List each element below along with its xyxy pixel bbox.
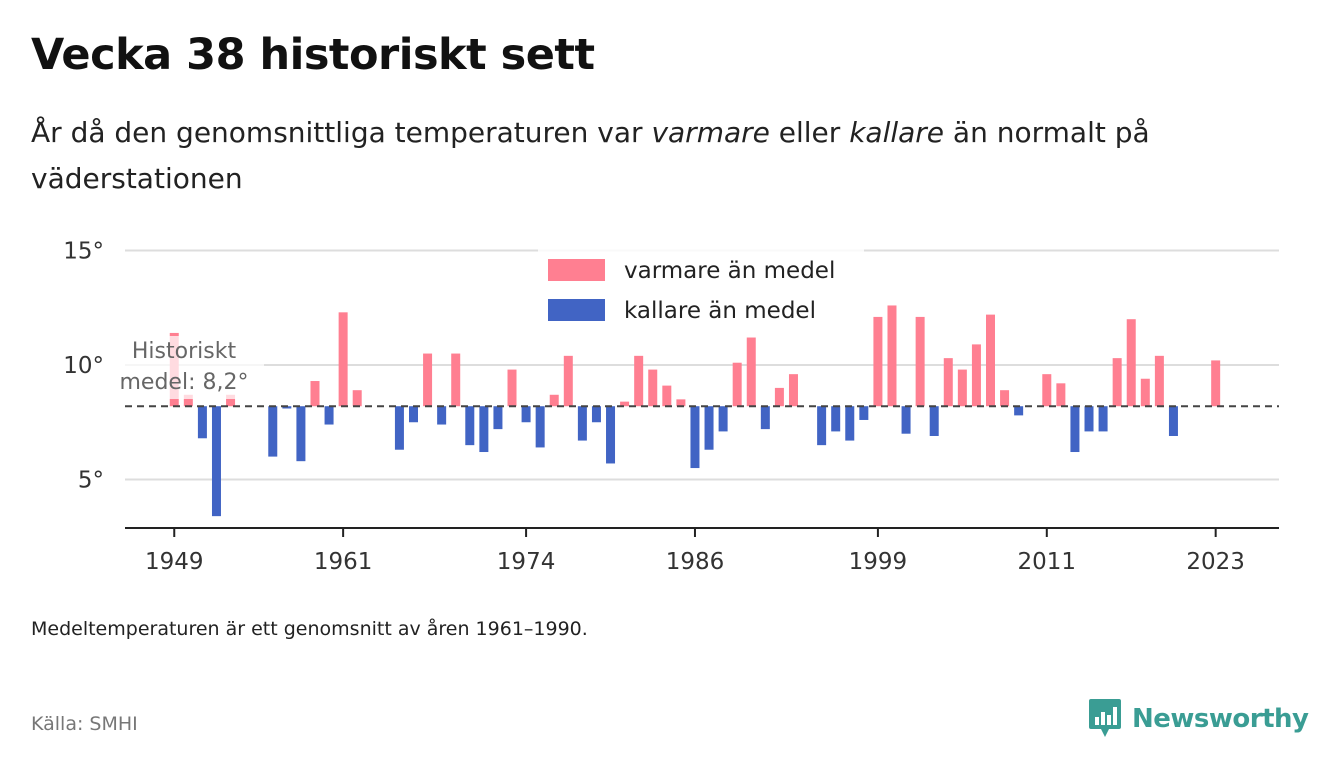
- bar-cold: [929, 406, 939, 436]
- bar-warm: [1056, 383, 1066, 407]
- footnote: Medeltemperaturen är ett genomsnitt av å…: [31, 618, 588, 640]
- brand-name: Newsworthy: [1132, 704, 1309, 734]
- bar-warm: [873, 316, 883, 407]
- bar-warm: [971, 344, 981, 407]
- baseline-label-line-1: Historiskt: [132, 339, 237, 364]
- bar-cold: [606, 406, 616, 464]
- source-label: Källa: SMHI: [31, 713, 138, 735]
- x-tick-label: 2023: [1186, 549, 1245, 575]
- bar-warm: [338, 312, 348, 407]
- bars: [169, 305, 1221, 517]
- bar-warm: [226, 394, 236, 407]
- bar-cold: [409, 406, 418, 423]
- bar-cold: [577, 406, 587, 441]
- y-tick-label: 5°: [78, 468, 104, 494]
- bar-cold: [831, 406, 841, 432]
- bar-warm: [549, 394, 559, 407]
- bar-cold: [479, 406, 489, 453]
- bar-cold: [817, 406, 827, 446]
- baseline-label-bg: [104, 336, 264, 399]
- x-tick-label: 1986: [666, 549, 725, 575]
- bar-warm: [774, 387, 784, 407]
- bar-cold: [690, 406, 700, 469]
- bar-cold: [845, 406, 855, 441]
- bar-cold: [718, 406, 728, 432]
- bar-cold: [437, 406, 447, 425]
- axes: 5° 10° 15° Historiskt medel: 8,2° 1949 1961 197…: [63, 239, 1279, 575]
- bar-warm: [1042, 374, 1052, 407]
- bar-cold: [296, 406, 306, 462]
- bar-cold: [1084, 406, 1094, 432]
- subtitle-warm-word: varmare: [651, 116, 770, 149]
- newsworthy-logo-icon: [1089, 699, 1121, 737]
- bar-warm: [662, 385, 672, 407]
- legend: varmare än medel kallare än medel: [538, 244, 864, 330]
- bar-warm: [507, 369, 517, 407]
- page-title: Vecka 38 historiskt sett: [31, 30, 595, 80]
- bar-warm: [943, 358, 953, 407]
- bar-warm: [1112, 358, 1122, 407]
- bar-warm: [451, 353, 461, 407]
- bar-warm: [915, 316, 925, 407]
- bar-warm: [788, 374, 798, 407]
- legend-swatch-warm: [548, 259, 605, 281]
- bar-cold: [859, 406, 869, 420]
- bar-cold: [1070, 406, 1080, 453]
- x-tick-label: 1949: [145, 549, 204, 575]
- temperature-bar-chart: 5° 10° 15° Historiskt medel: 8,2° 1949 1961 197…: [63, 239, 1279, 575]
- bar-cold: [760, 406, 770, 430]
- bar-cold: [197, 406, 207, 439]
- bar-cold: [324, 406, 334, 425]
- baseline-label-line-2: medel: 8,2°: [120, 370, 249, 395]
- x-tick-label: 1999: [849, 549, 908, 575]
- bar-warm: [1211, 360, 1221, 407]
- bar-cold: [704, 406, 714, 450]
- bar-cold: [1168, 406, 1178, 436]
- bar-cold: [268, 406, 278, 457]
- x-tick-label: 1974: [497, 549, 556, 575]
- legend-label-warm: varmare än medel: [624, 258, 835, 284]
- x-tick-label: 2011: [1018, 549, 1077, 575]
- bar-warm: [310, 381, 320, 407]
- subtitle-cold-word: kallare: [849, 116, 945, 149]
- y-tick-label: 15°: [63, 239, 104, 265]
- bar-warm: [634, 355, 644, 407]
- bar-warm: [957, 369, 967, 407]
- bar-warm: [1154, 355, 1164, 407]
- bar-warm: [732, 362, 742, 407]
- bar-warm: [1000, 390, 1010, 407]
- bar-warm: [620, 401, 630, 407]
- bar-warm: [648, 369, 658, 407]
- bar-cold: [901, 406, 911, 434]
- bar-cold: [535, 406, 545, 448]
- bar-cold: [521, 406, 531, 423]
- legend-swatch-cold: [548, 299, 605, 321]
- bar-warm: [887, 305, 897, 407]
- bar-warm: [183, 394, 193, 407]
- bar-cold: [493, 406, 503, 430]
- bar-cold: [211, 406, 221, 517]
- bar-warm: [1126, 319, 1136, 407]
- subtitle-text-2: eller: [769, 116, 850, 149]
- bar-warm: [563, 355, 573, 407]
- bar-cold: [591, 406, 601, 423]
- legend-label-cold: kallare än medel: [624, 298, 816, 324]
- x-tick-label: 1961: [314, 549, 373, 575]
- brand-logo[interactable]: Newsworthy: [1088, 697, 1309, 741]
- bar-warm: [352, 390, 362, 407]
- bar-warm: [746, 337, 756, 407]
- bar-warm: [1140, 378, 1150, 407]
- subtitle: År då den genomsnittliga temperaturen va…: [31, 110, 1291, 202]
- subtitle-text-1: År då den genomsnittliga temperaturen va…: [31, 116, 652, 149]
- bar-cold: [465, 406, 475, 446]
- bar-warm: [423, 353, 433, 407]
- bar-cold: [282, 406, 292, 409]
- y-tick-label: 10°: [63, 353, 104, 379]
- bar-cold: [394, 406, 404, 450]
- bar-cold: [1014, 406, 1024, 416]
- subtitle-text-3: än normalt på väderstationen: [31, 116, 1150, 195]
- bar-cold: [1098, 406, 1108, 432]
- bar-warm: [986, 314, 995, 407]
- bar-warm: [676, 399, 686, 407]
